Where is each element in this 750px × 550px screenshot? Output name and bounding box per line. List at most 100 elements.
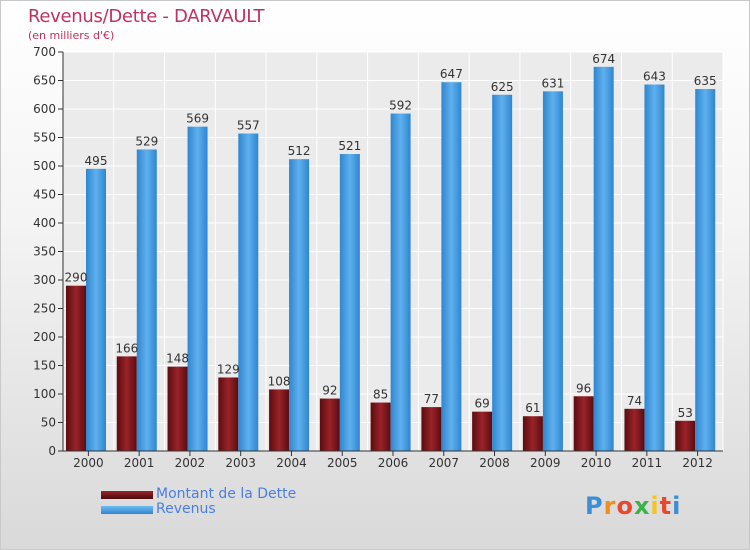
y-tick-label: 600 <box>33 102 56 116</box>
x-tick-label: 2010 <box>581 456 612 470</box>
data-label-dette: 53 <box>678 406 693 420</box>
y-tick-label: 200 <box>33 330 56 344</box>
logo-letter: t <box>659 492 673 520</box>
bar-dette <box>116 356 137 451</box>
bar-dette <box>421 407 442 451</box>
y-tick-label: 450 <box>33 188 56 202</box>
data-label-revenus: 495 <box>85 154 108 168</box>
data-label-revenus: 521 <box>338 139 361 153</box>
bar-dette <box>675 420 696 451</box>
y-tick-label: 250 <box>33 302 56 316</box>
bar-revenus <box>593 66 614 451</box>
data-label-revenus: 647 <box>440 67 463 81</box>
legend-label-revenus: Revenus <box>156 501 216 517</box>
logo-letter: i <box>672 492 682 520</box>
axes-layer: 0 50 100 150 200 250 300 350 400 450 500 550 600 650 7… <box>33 45 723 470</box>
data-label-dette: 166 <box>115 341 138 355</box>
data-label-dette: 129 <box>217 362 240 376</box>
data-label-dette: 96 <box>576 381 591 395</box>
bar-dette <box>319 398 340 451</box>
x-tick-label: 2000 <box>73 456 104 470</box>
x-tick-label: 2004 <box>276 456 307 470</box>
data-label-dette: 290 <box>65 271 88 285</box>
x-tick-label: 2002 <box>175 456 206 470</box>
bar-dette <box>573 396 594 451</box>
legend-label-dette: Montant de la Dette <box>156 486 297 502</box>
bar-revenus <box>644 84 665 452</box>
y-tick-label: 500 <box>33 159 56 173</box>
legend-item-dette: Montant de la Dette <box>101 486 401 503</box>
data-label-dette: 148 <box>166 352 189 366</box>
bar-revenus <box>441 82 462 452</box>
bar-dette <box>167 366 188 451</box>
logo-letter: P <box>585 492 604 520</box>
legend-item-revenus: Revenus <box>101 501 401 518</box>
y-tick-label: 100 <box>33 387 56 401</box>
proxiti-logo: Proxiti <box>585 492 681 520</box>
logo-letter: r <box>603 492 617 520</box>
data-label-revenus: 631 <box>541 76 564 90</box>
bar-dette <box>269 389 290 451</box>
data-label-dette: 69 <box>475 397 490 411</box>
x-tick-label: 2009 <box>530 456 561 470</box>
data-label-dette: 92 <box>322 384 337 398</box>
data-label-revenus: 569 <box>186 112 209 126</box>
y-tick-label: 350 <box>33 245 56 259</box>
data-label-dette: 74 <box>627 394 642 408</box>
bar-revenus <box>86 168 106 451</box>
data-label-dette: 85 <box>373 388 388 402</box>
logo-letter: x <box>633 492 651 520</box>
bars-layer <box>66 66 716 452</box>
bar-dette <box>472 411 493 451</box>
data-label-revenus: 643 <box>643 69 666 83</box>
y-tick-label: 650 <box>33 74 56 88</box>
y-tick-label: 50 <box>41 416 56 430</box>
legend-swatch-dette <box>101 491 153 499</box>
bar-dette <box>66 285 86 451</box>
x-tick-label: 2012 <box>682 456 713 470</box>
data-label-dette: 61 <box>525 401 540 415</box>
bar-dette <box>522 416 543 451</box>
data-label-revenus: 625 <box>491 80 514 94</box>
bar-revenus <box>695 89 716 452</box>
x-tick-label: 2005 <box>327 456 358 470</box>
bar-revenus <box>492 94 513 451</box>
x-tick-label: 2011 <box>632 456 663 470</box>
x-tick-label: 2006 <box>378 456 409 470</box>
y-tick-label: 150 <box>33 359 56 373</box>
labels-layer: 290 495 166 529 148 569 129 557 108 512 92 521 85 592… <box>65 52 717 420</box>
y-tick-label: 550 <box>33 131 56 145</box>
y-tick-label: 700 <box>33 45 56 59</box>
data-label-revenus: 635 <box>694 74 717 88</box>
data-label-revenus: 674 <box>592 52 615 66</box>
y-tick-label: 0 <box>48 444 56 458</box>
data-label-dette: 108 <box>268 374 291 388</box>
bar-dette <box>370 402 391 451</box>
data-label-revenus: 557 <box>237 119 260 133</box>
x-tick-label: 2007 <box>428 456 459 470</box>
data-label-revenus: 512 <box>288 144 311 158</box>
y-tick-label: 400 <box>33 216 56 230</box>
data-label-revenus: 592 <box>389 99 412 113</box>
bar-revenus <box>542 91 563 451</box>
bar-dette <box>218 377 239 451</box>
data-label-dette: 77 <box>424 392 439 406</box>
x-tick-label: 2001 <box>124 456 155 470</box>
bar-revenus <box>339 154 360 451</box>
chart-subtitle: (en milliers d'€) <box>28 29 115 42</box>
x-tick-label: 2008 <box>479 456 510 470</box>
bar-revenus <box>390 113 411 451</box>
bar-revenus <box>289 159 310 451</box>
x-tick-label: 2003 <box>225 456 256 470</box>
y-tick-label: 300 <box>33 273 56 287</box>
chart-title: Revenus/Dette - DARVAULT <box>28 6 265 27</box>
bar-revenus <box>238 133 259 451</box>
logo-letter: i <box>650 492 660 520</box>
data-label-revenus: 529 <box>135 134 158 148</box>
legend-swatch-revenus <box>101 506 153 514</box>
logo-letter: o <box>616 492 634 520</box>
bar-dette <box>624 408 645 451</box>
bar-revenus <box>187 126 208 452</box>
